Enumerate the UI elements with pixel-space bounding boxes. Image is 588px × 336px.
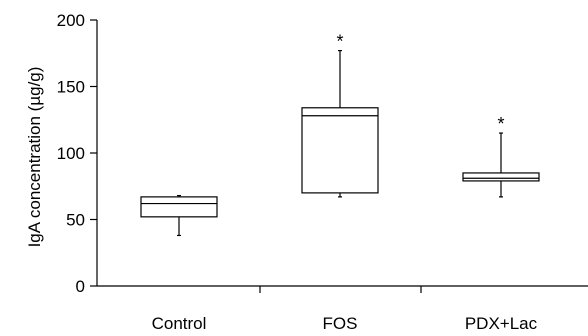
y-axis-label: IgA concentration (µg/g) <box>25 67 44 248</box>
y-tick-label-150: 150 <box>57 78 85 97</box>
y-tick-label-200: 200 <box>57 11 85 30</box>
y-tick-label-100: 100 <box>57 144 85 163</box>
fos-significance-mark: * <box>336 32 343 52</box>
control-box <box>140 196 218 218</box>
pdx-lac-significance-mark: * <box>497 114 504 134</box>
pdx-lac-box <box>462 172 540 182</box>
x-category-label-control: Control <box>152 314 207 333</box>
y-tick-label-0: 0 <box>76 277 85 296</box>
x-category-label-pdx-lac: PDX+Lac <box>465 314 538 333</box>
fos-box <box>301 107 379 194</box>
y-tick-label-50: 50 <box>66 211 85 230</box>
x-category-label-fos: FOS <box>323 314 358 333</box>
